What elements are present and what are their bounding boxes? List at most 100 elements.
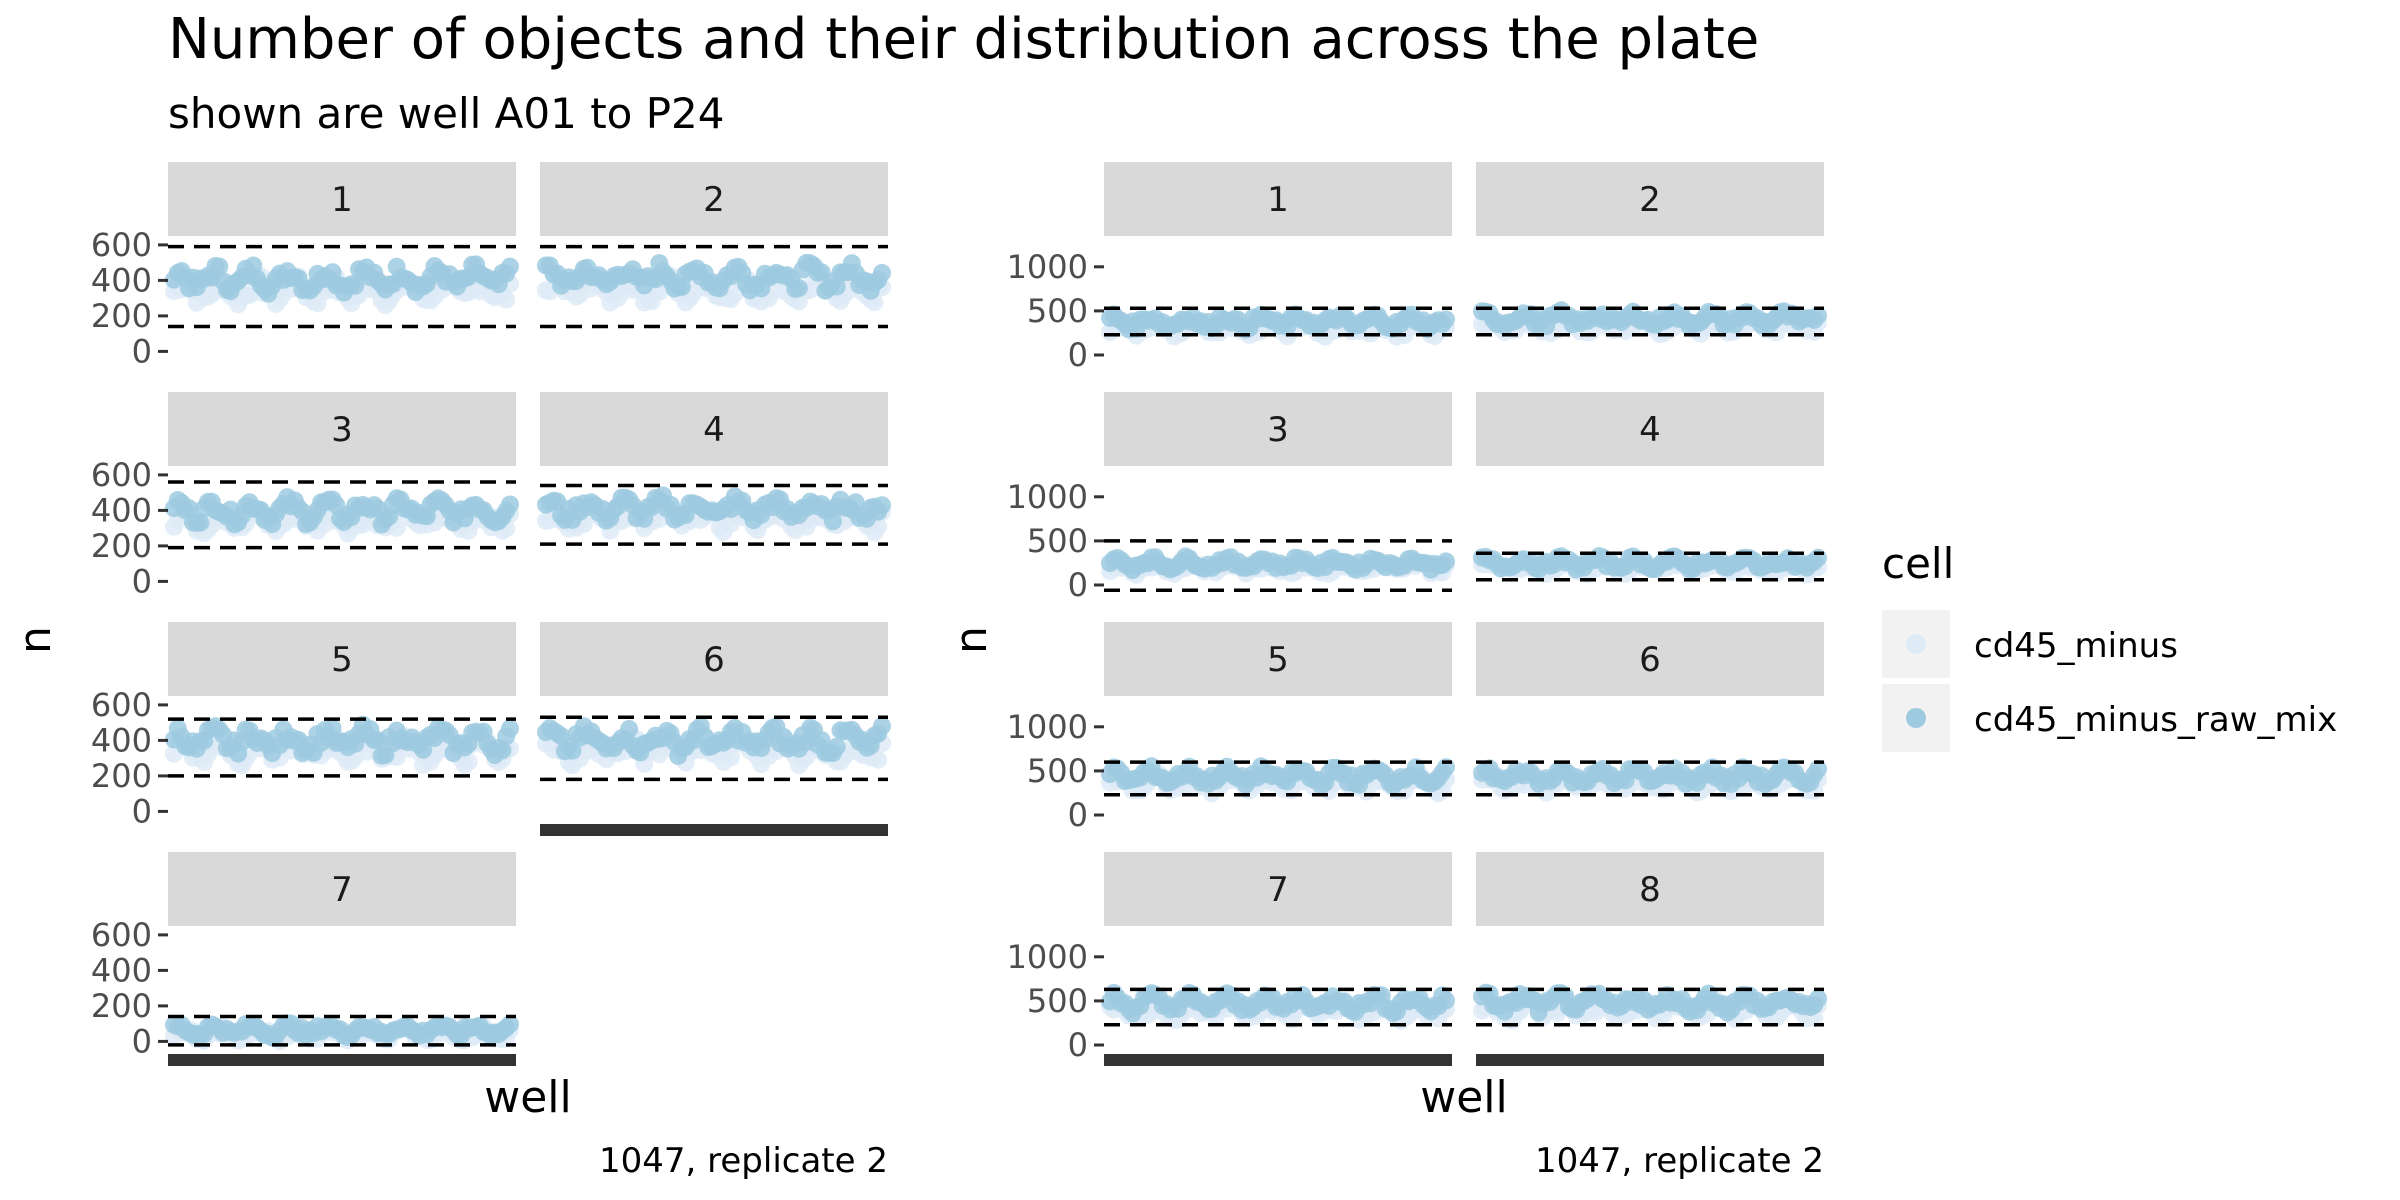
facet-label: 1 xyxy=(331,180,353,220)
y-tick-label: 1000 xyxy=(1007,248,1088,286)
y-tick-label: 600 xyxy=(91,456,152,494)
facet-panel-2: 2 xyxy=(537,162,891,329)
y-tick-label: 500 xyxy=(1027,292,1088,330)
y-tick-label: 1000 xyxy=(1007,938,1088,976)
facet-label: 5 xyxy=(331,640,353,680)
y-tick-label: 1000 xyxy=(1007,708,1088,746)
x-axis-bar xyxy=(540,824,888,836)
facet-panel-6: 6 xyxy=(537,622,891,836)
facet-label: 7 xyxy=(1267,870,1289,910)
facet-panel-1: 1 0 500 1000 xyxy=(1007,162,1455,374)
y-tick-label: 500 xyxy=(1027,752,1088,790)
data-point xyxy=(1809,306,1827,325)
facet-label: 6 xyxy=(1639,640,1661,680)
y-tick-label: 0 xyxy=(1068,336,1088,374)
facet-label: 8 xyxy=(1639,870,1661,910)
facet-label: 1 xyxy=(1267,180,1289,220)
data-point xyxy=(563,741,582,760)
data-point xyxy=(722,748,740,767)
data-point xyxy=(873,496,891,515)
y-tick-label: 400 xyxy=(91,951,152,989)
facet-strip xyxy=(168,622,516,696)
facet-strip xyxy=(1104,852,1452,926)
data-point xyxy=(1437,552,1455,571)
right-plot: 1 0 500 1000 2 3 0 500 1000 4 5 0 500 1000 6 7 0 500 1000 8… xyxy=(946,162,1827,1181)
facet-strip xyxy=(540,622,888,696)
facet-panel-7: 7 0 500 1000 xyxy=(1007,852,1455,1066)
y-tick-label: 400 xyxy=(91,491,152,529)
data-point xyxy=(501,257,519,276)
y-tick-label: 1000 xyxy=(1007,478,1088,516)
facet-panel-3: 3 0 500 1000 xyxy=(1007,392,1455,604)
facet-panel-6: 6 xyxy=(1473,622,1827,802)
data-point xyxy=(501,719,519,738)
y-tick-label: 200 xyxy=(91,987,152,1025)
y-tick-label: 0 xyxy=(132,792,152,830)
facet-strip xyxy=(1476,392,1824,466)
y-tick-label: 400 xyxy=(91,261,152,299)
chart-title: Number of objects and their distribution… xyxy=(168,7,1759,72)
data-point xyxy=(1437,991,1455,1010)
x-axis-title: well xyxy=(484,1072,572,1123)
left-plot: 1020040060023020040060045020040060067020… xyxy=(10,162,891,1181)
facet-label: 2 xyxy=(1639,180,1661,220)
data-point xyxy=(210,257,229,276)
facet-strip xyxy=(1476,622,1824,696)
legend-key-cd45-minus xyxy=(1906,634,1926,654)
data-point xyxy=(827,277,846,296)
data-point xyxy=(827,737,846,756)
y-tick-label: 200 xyxy=(91,757,152,795)
y-tick-label: 600 xyxy=(91,686,152,724)
facet-label: 2 xyxy=(703,180,725,220)
data-point xyxy=(501,495,519,514)
y-tick-label: 500 xyxy=(1027,522,1088,560)
data-point xyxy=(180,499,199,518)
y-axis-title: n xyxy=(10,626,61,654)
facet-label: 4 xyxy=(703,410,725,450)
y-tick-label: 0 xyxy=(1068,796,1088,834)
facet-label: 4 xyxy=(1639,410,1661,450)
facet-strip xyxy=(1476,852,1824,926)
facet-strip xyxy=(540,162,888,236)
legend: cell cd45_minus cd45_minus_raw_mix xyxy=(1882,539,2337,752)
y-tick-label: 400 xyxy=(91,721,152,759)
data-point xyxy=(1437,310,1455,329)
facet-strip xyxy=(1104,622,1452,696)
data-point xyxy=(497,290,516,309)
data-point xyxy=(823,512,842,531)
x-axis-bar xyxy=(168,1054,516,1066)
y-tick-label: 0 xyxy=(132,1022,152,1060)
data-point xyxy=(323,719,342,738)
data-point xyxy=(191,513,210,532)
facet-label: 6 xyxy=(703,640,725,680)
y-tick-label: 600 xyxy=(91,226,152,264)
data-point xyxy=(501,1015,519,1033)
facet-label: 3 xyxy=(331,410,353,450)
data-point xyxy=(346,276,365,295)
facet-label: 3 xyxy=(1267,410,1289,450)
facet-strip xyxy=(540,392,888,466)
chart-subtitle: shown are well A01 to P24 xyxy=(168,89,724,138)
data-point xyxy=(1809,759,1827,778)
x-axis-bar xyxy=(1476,1054,1824,1066)
y-axis-title: n xyxy=(946,626,997,654)
data-point xyxy=(873,717,891,735)
legend-key-cd45-minus-raw-mix xyxy=(1906,708,1926,728)
y-tick-label: 500 xyxy=(1027,982,1088,1020)
facet-strip xyxy=(168,392,516,466)
legend-label-cd45-minus-raw-mix: cd45_minus_raw_mix xyxy=(1974,700,2337,740)
y-tick-label: 600 xyxy=(91,916,152,954)
data-point xyxy=(493,741,512,760)
facet-panel-2: 2 xyxy=(1473,162,1827,344)
data-point xyxy=(459,752,478,771)
facet-panel-8: 8 xyxy=(1473,852,1827,1066)
y-tick-label: 200 xyxy=(91,527,152,565)
legend-title: cell xyxy=(1882,539,1954,588)
plot-caption: 1047, replicate 2 xyxy=(599,1141,888,1181)
y-tick-label: 0 xyxy=(132,332,152,370)
y-tick-label: 200 xyxy=(91,297,152,335)
x-axis-title: well xyxy=(1420,1072,1508,1123)
